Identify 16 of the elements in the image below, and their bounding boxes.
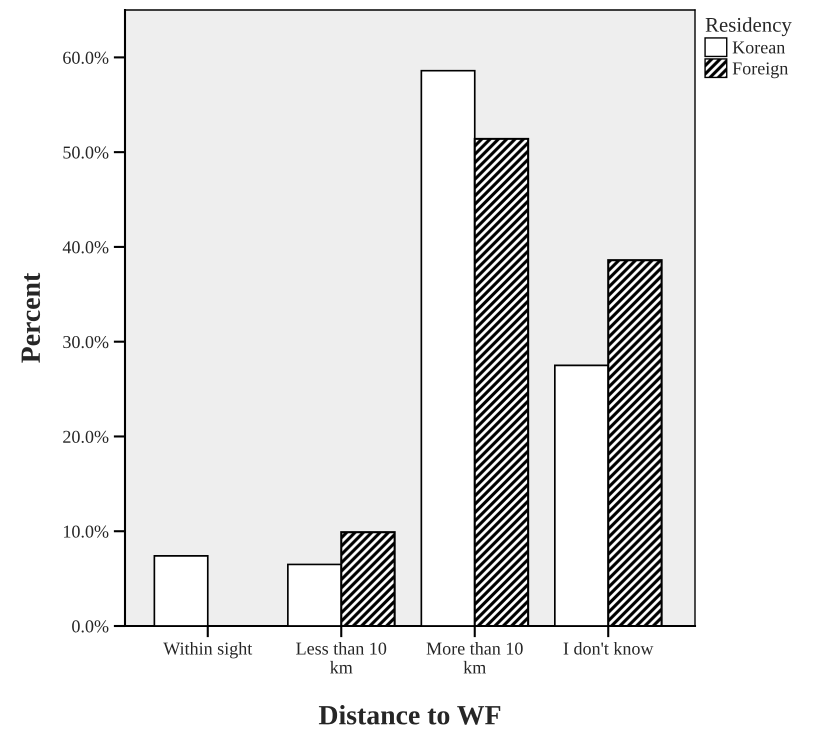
y-tick-label: 30.0% — [63, 336, 108, 348]
y-tick-label: 10.0% — [64, 525, 108, 538]
y-tick-label: 40.0% — [62, 241, 108, 254]
y-tick-label: 50.0% — [63, 146, 108, 159]
y-tick-label: 20.0% — [63, 430, 108, 443]
x-tick-label: More than 10 km — [426, 642, 523, 674]
y-tick-label: 60.0% — [63, 52, 108, 64]
x-tick-label: Less than 10 km — [296, 642, 386, 674]
y-tick-label: 0.0% — [72, 620, 108, 633]
x-tick-label: I don't know — [564, 642, 654, 655]
y-axis-title: Percent — [22, 272, 40, 363]
legend-title: Residency — [706, 17, 792, 36]
legend-label: Korean — [732, 42, 786, 54]
x-axis-title: Distance to WF — [318, 705, 500, 725]
x-tick-label: Within sight — [163, 642, 252, 658]
legend-label: Foreign — [732, 62, 788, 78]
